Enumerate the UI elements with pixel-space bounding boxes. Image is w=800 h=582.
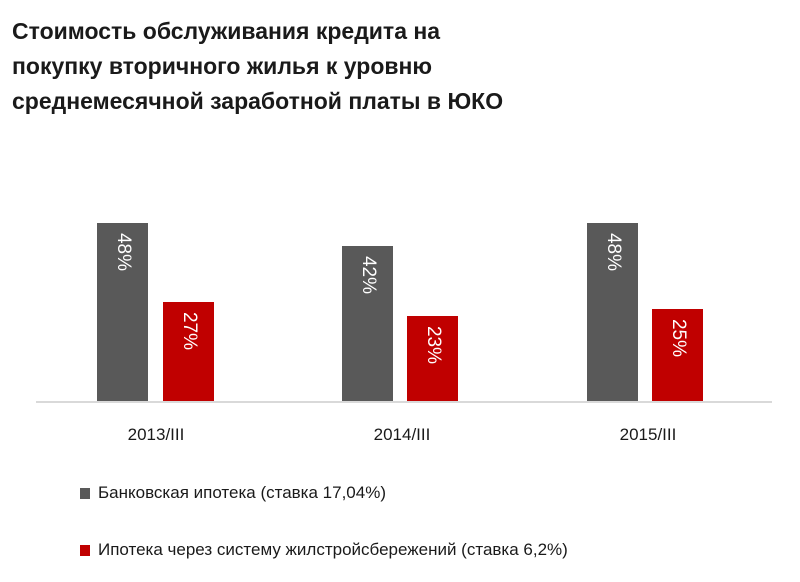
bar-2015-III-series-2: 25% — [652, 309, 703, 402]
legend-swatch-icon — [80, 544, 90, 556]
x-axis-line — [36, 401, 772, 403]
x-axis-category-label: 2013/III — [127, 425, 185, 444]
chart-title-line-2: покупку вторичного жилья к уровню — [12, 53, 433, 79]
bar-2013-III-series-1: 48% — [97, 223, 148, 402]
bar-2015-III-series-1: 48% — [587, 223, 638, 402]
bar-2014-III-series-2: 23% — [407, 316, 458, 402]
legend-label: Ипотека через систему жилстройсбережений… — [98, 540, 568, 559]
chart-title-line-1: Стоимость обслуживания кредита на — [12, 18, 441, 44]
legend-swatch-icon — [80, 487, 90, 499]
bar-value-label: 23% — [422, 325, 444, 365]
legend-item-series-1: Банковская ипотека (ставка 17,04%) — [80, 483, 386, 503]
chart-title: Стоимость обслуживания кредита на покупк… — [12, 14, 632, 119]
bar-value-label: 42% — [357, 255, 379, 295]
x-axis-category-label: 2014/III — [373, 425, 431, 444]
bar-value-label: 48% — [602, 232, 624, 272]
legend-item-series-2: Ипотека через систему жилстройсбережений… — [80, 540, 568, 560]
plot-area: 48% 27% 42% 23% 48% 25% — [36, 150, 772, 402]
bar-value-label: 25% — [667, 318, 689, 358]
bar-2013-III-series-2: 27% — [163, 302, 214, 402]
legend-label: Банковская ипотека (ставка 17,04%) — [98, 483, 386, 502]
bar-2014-III-series-1: 42% — [342, 246, 393, 402]
chart-title-line-3: среднемесячной заработной платы в ЮКО — [12, 88, 504, 114]
x-axis-category-label: 2015/III — [619, 425, 677, 444]
bar-value-label: 48% — [112, 232, 134, 272]
bar-value-label: 27% — [178, 311, 200, 351]
